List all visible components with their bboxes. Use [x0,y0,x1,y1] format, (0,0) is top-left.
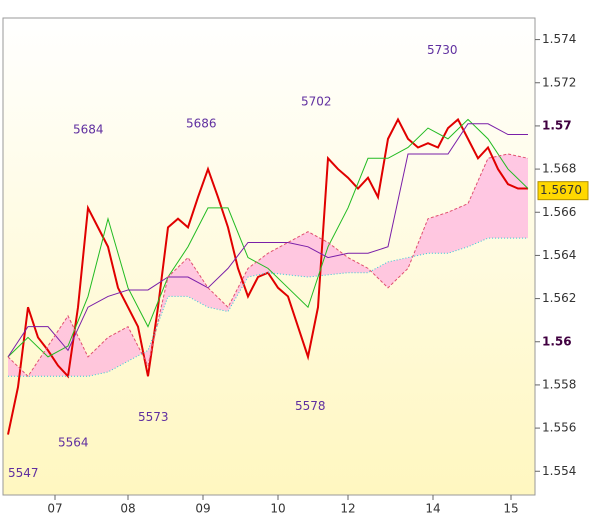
x-tick-label: 07 [47,502,62,516]
annotation: 5564 [58,436,89,450]
annotation: 5547 [8,466,39,480]
y-tick-label: 1.556 [542,421,576,435]
x-tick-label: 10 [270,502,285,516]
x-tick-label: 15 [503,502,518,516]
line-kijun [7,123,528,358]
annotation: 5702 [301,95,332,109]
y-tick-label: 1.572 [542,75,576,89]
y-tick-label: 1.56 [542,334,572,348]
x-tick-label: 09 [195,502,210,516]
annotation: 5573 [138,410,169,424]
line-span-b [8,237,528,377]
last-price-label: 1.5670 [540,183,582,197]
annotation: 5686 [186,116,217,130]
annotation: 5578 [295,399,326,413]
x-tick-label: 12 [340,502,355,516]
line-span-a [7,153,529,378]
y-tick-label: 1.566 [542,205,576,219]
y-tick-label: 1.562 [542,291,576,305]
y-tick-label: 1.554 [542,464,576,478]
line-tenkan [7,118,529,358]
x-tick-label: 08 [120,502,135,516]
last-price-box [537,181,589,201]
annotation: 5684 [73,123,104,137]
y-tick-label: 1.568 [542,162,576,176]
x-tick-label: 14 [425,502,440,516]
y-tick-label: 1.574 [542,32,576,46]
cloud [8,153,528,377]
y-tick-label: 1.558 [542,377,576,391]
y-tick-label: 1.57 [542,118,572,132]
y-tick-label: 1.564 [542,248,576,262]
annotation: 5730 [427,43,458,57]
